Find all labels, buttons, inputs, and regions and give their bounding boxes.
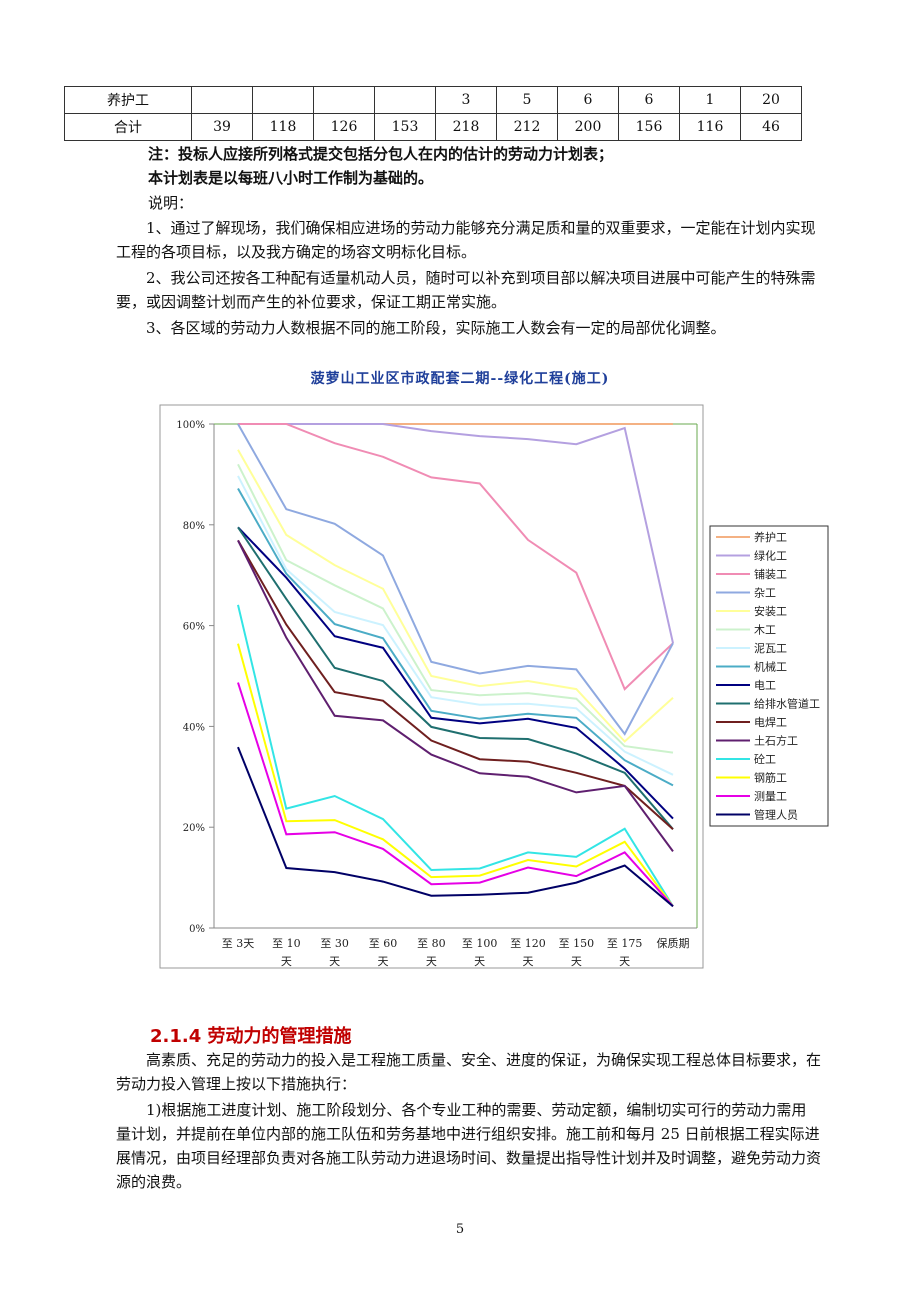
legend-label: 电工 bbox=[754, 679, 776, 692]
explain-item-2: 2、我公司还按各工种配有适量机动人员，随时可以补充到项目部以解决项目进展中可能产… bbox=[116, 269, 816, 311]
series-line-11 bbox=[237, 539, 674, 830]
section-paragraph-2: 1)根据施工进度计划、施工阶段划分、各个专业工种的需要、劳动定额，编制切实可行的… bbox=[116, 1101, 822, 1191]
row-label: 养护工 bbox=[64, 86, 192, 114]
section-heading: 2.1.4 劳动力的管理措施 bbox=[150, 1026, 352, 1047]
y-tick-label: 80% bbox=[183, 521, 205, 532]
explain-label: 说明： bbox=[148, 194, 194, 212]
legend-label: 土石方工 bbox=[754, 734, 798, 748]
series-line-9 bbox=[237, 526, 674, 820]
y-tick-label: 60% bbox=[183, 622, 205, 633]
x-tick-label: 至 120 天 bbox=[510, 937, 546, 968]
legend-label: 电焊工 bbox=[754, 715, 787, 729]
legend-box bbox=[709, 525, 829, 827]
series-line-8 bbox=[237, 488, 674, 787]
legend-label: 木工 bbox=[754, 624, 776, 637]
legend-label: 养护工 bbox=[754, 530, 787, 544]
table-cell: 46 bbox=[740, 113, 802, 141]
series-line-15 bbox=[237, 682, 674, 907]
legend-label: 管理人员 bbox=[754, 808, 798, 822]
series-line-16 bbox=[237, 746, 674, 908]
legend-label: 钢筋工 bbox=[754, 771, 787, 785]
y-tick-label: 40% bbox=[183, 722, 205, 733]
legend-label: 杂工 bbox=[754, 587, 776, 600]
x-tick-label: 至 100 天 bbox=[462, 937, 498, 968]
series-line-7 bbox=[237, 475, 674, 776]
chart-title: 菠萝山工业区市政配套二期--绿化工程(施工) bbox=[310, 371, 610, 387]
legend-label: 安装工 bbox=[754, 604, 787, 618]
legend-label: 给排水管道工 bbox=[754, 697, 820, 711]
table-cell: 218 bbox=[435, 113, 497, 141]
table-cell: 153 bbox=[374, 113, 436, 141]
series-line-3 bbox=[238, 423, 674, 691]
x-tick-label: 保质期 bbox=[657, 936, 690, 950]
series-line-13 bbox=[237, 604, 674, 907]
series-line-10 bbox=[237, 526, 674, 830]
series-line-14 bbox=[237, 643, 674, 907]
x-tick-label: 至 10 天 bbox=[272, 937, 301, 968]
legend-label: 铺装工 bbox=[754, 568, 787, 581]
table-cell: 3 bbox=[435, 86, 497, 114]
y-tick-label: 0% bbox=[189, 924, 205, 935]
explain-item-1: 1、通过了解现场，我们确保相应进场的劳动力能够充分满足质和量的双重要求，一定能在… bbox=[116, 219, 816, 261]
series-line-4 bbox=[237, 423, 674, 736]
x-tick-label: 至 175 天 bbox=[607, 937, 643, 968]
y-tick-label: 20% bbox=[183, 823, 205, 834]
table-row: 养护工 3 5 6 6 1 20 bbox=[64, 86, 802, 114]
labor-table: 养护工 3 5 6 6 1 20 合计 39 118 126 153 218 212 200 156 116 46 bbox=[64, 86, 802, 141]
x-tick-label: 至 80 天 bbox=[417, 937, 446, 968]
x-tick-label: 至 60 天 bbox=[369, 937, 398, 968]
series-line-5 bbox=[237, 449, 674, 743]
table-cell: 116 bbox=[679, 113, 741, 141]
series-line-2 bbox=[238, 423, 674, 644]
x-tick-label: 至 30 天 bbox=[320, 937, 349, 968]
chart-border bbox=[159, 404, 704, 969]
series-line-12 bbox=[237, 539, 674, 852]
legend-label: 砼工 bbox=[754, 753, 776, 766]
table-cell: 39 bbox=[191, 113, 253, 141]
row-label: 合计 bbox=[64, 113, 192, 141]
page-number: 5 bbox=[455, 1222, 465, 1237]
table-cell: 1 bbox=[679, 86, 741, 114]
series-line-6 bbox=[237, 463, 674, 754]
table-cell bbox=[191, 86, 253, 114]
table-cell: 156 bbox=[618, 113, 680, 141]
legend-label: 泥瓦工 bbox=[754, 642, 787, 655]
table-cell bbox=[374, 86, 436, 114]
x-tick-label: 至 3天 bbox=[222, 937, 255, 950]
legend-label: 测量工 bbox=[754, 790, 787, 803]
x-tick-label: 至 150 天 bbox=[559, 937, 595, 968]
explain-item-3: 3、各区域的劳动力人数根据不同的施工阶段，实际施工人数会有一定的局部优化调整。 bbox=[146, 319, 726, 337]
note-1: 注：投标人应接所列格式提交包括分包人在内的估计的劳动力计划表； bbox=[148, 145, 614, 163]
table-row: 合计 39 118 126 153 218 212 200 156 116 46 bbox=[64, 113, 802, 141]
note-2: 本计划表是以每班八小时工作制为基础的。 bbox=[148, 169, 434, 187]
table-cell: 118 bbox=[252, 113, 314, 141]
section-paragraph-1: 高素质、充足的劳动力的投入是工程施工质量、安全、进度的保证，为确保实现工程总体目… bbox=[116, 1051, 822, 1093]
legend-label: 机械工 bbox=[754, 660, 787, 674]
table-cell: 200 bbox=[557, 113, 619, 141]
y-tick-label: 100% bbox=[176, 420, 205, 431]
table-cell: 212 bbox=[496, 113, 558, 141]
legend-label: 绿化工 bbox=[754, 549, 787, 563]
